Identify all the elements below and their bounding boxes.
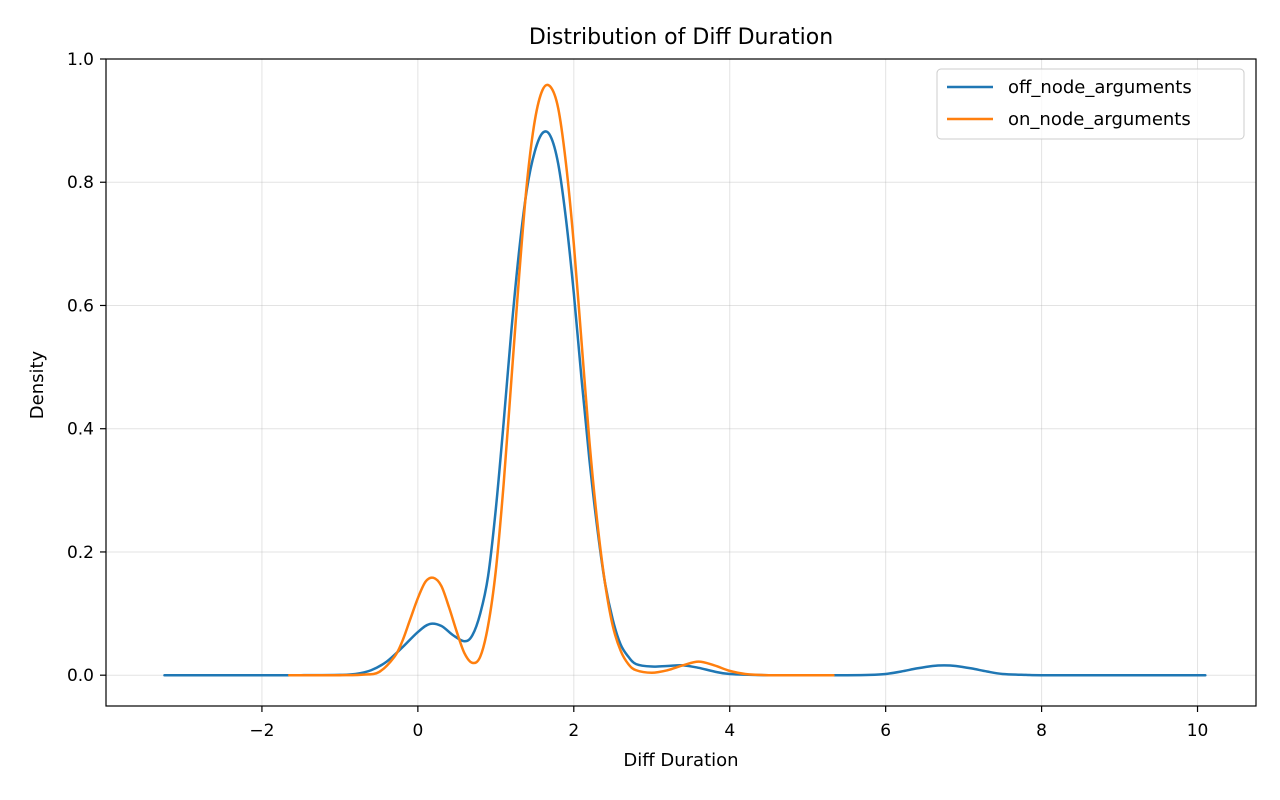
x-tick-label: 2 <box>568 721 579 741</box>
tick-layer: −2 0 2 4 6 8 10 0.0 0.2 0.4 0.6 0.8 1.0 <box>67 50 1208 741</box>
series-layer <box>163 83 1207 677</box>
x-tick-label: 0 <box>412 721 423 741</box>
y-tick-label: 1.0 <box>67 50 94 70</box>
x-tick-label: 4 <box>724 721 735 741</box>
y-tick-label: 0.4 <box>67 420 94 440</box>
legend: off_node_arguments on_node_arguments <box>936 68 1245 140</box>
y-tick-label: 0.6 <box>67 296 94 316</box>
x-tick-label: 8 <box>1036 721 1047 741</box>
x-tick-label: −2 <box>249 721 274 741</box>
x-tick-label: 6 <box>880 721 891 741</box>
x-axis-title: Diff Duration <box>623 750 738 771</box>
y-axis-title: Density <box>27 350 48 419</box>
plot-frame <box>105 58 1257 707</box>
y-tick-label: 0.8 <box>67 173 94 193</box>
legend-label-off-node-arguments: off_node_arguments <box>1008 77 1192 98</box>
chart-title: Distribution of Diff Duration <box>529 25 833 50</box>
series-line-on-node-arguments <box>287 83 835 677</box>
y-tick-label: 0.0 <box>67 666 94 686</box>
series-line-off-node-arguments <box>163 130 1207 677</box>
legend-label-on-node-arguments: on_node_arguments <box>1008 109 1191 130</box>
legend-box <box>936 68 1245 140</box>
x-tick-label: 10 <box>1187 721 1209 741</box>
y-tick-label: 0.2 <box>67 543 94 563</box>
